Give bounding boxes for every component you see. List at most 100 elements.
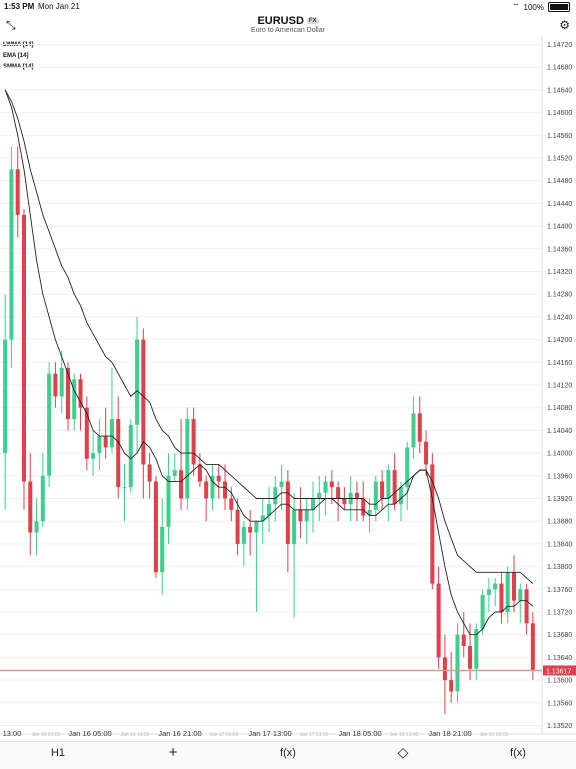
candle-body (248, 526, 253, 533)
candle-body (235, 509, 240, 544)
y-tick-label: 1.14520 (547, 156, 572, 163)
candle-body (468, 646, 473, 669)
y-tick-label: 1.14480 (547, 178, 572, 185)
candle-body (128, 424, 133, 488)
y-tick-label: 1.13880 (547, 519, 572, 526)
battery-percent: 100% (523, 2, 544, 12)
y-tick-label: 1.14280 (547, 292, 572, 299)
candle-body (116, 419, 121, 488)
y-tick-label: 1.14560 (547, 133, 572, 140)
candle-body (323, 481, 328, 493)
status-bar: 1:53 PM Mon Jan 21 ⌔ 100% (0, 0, 576, 14)
y-tick-label: 1.14120 (547, 383, 572, 390)
y-tick-label: 1.14680 (547, 65, 572, 72)
x-tick-label: Jan 18 05:00 (338, 729, 381, 738)
candle-body (361, 498, 366, 516)
status-time: 1:53 PM (4, 2, 35, 11)
candle-body (135, 339, 140, 425)
y-tick-label: 1.14160 (547, 360, 572, 367)
indicator-ema[interactable]: EMA [14] (3, 53, 29, 59)
y-tick-label: 1.13640 (547, 655, 572, 662)
gear-icon[interactable]: ⚙ (559, 18, 570, 32)
x-tick-label-faint: Jan 21 05:00 (480, 732, 509, 738)
timeframe-button[interactable]: H1 (50, 747, 66, 759)
candle-body (216, 475, 221, 482)
candle-body (84, 407, 89, 459)
current-price-tag (543, 665, 576, 676)
candle-body (336, 487, 341, 499)
candle-body (21, 214, 26, 482)
y-tick-label: 1.14200 (547, 337, 572, 344)
x-tick-label-faint: Jan 15 21:00 (32, 732, 61, 738)
collapse-arrows-icon[interactable]: ⤡ (6, 18, 16, 32)
candle-body (373, 481, 378, 510)
symbol-name: EURUSD (257, 15, 304, 27)
symbol-title[interactable]: EURUSD FX (0, 15, 576, 27)
candle-body (486, 589, 491, 595)
x-tick-label-faint: Jan 17 21:00 (300, 732, 329, 738)
candle-body (122, 487, 127, 489)
candle-body (329, 481, 334, 488)
candle-body (405, 447, 410, 488)
candle-body (3, 339, 8, 454)
functions-button[interactable]: f(x) (280, 747, 296, 759)
candle-body (442, 657, 447, 681)
x-tick-label-faint: Jan 16 13:00 (121, 732, 150, 738)
candle-body (505, 572, 510, 612)
candle-body (480, 594, 485, 630)
candle-body (223, 481, 228, 499)
candle-body (179, 470, 184, 499)
candle-body (9, 169, 14, 340)
chart-header: ⤡ EURUSD FX Euro to American Dollar ⚙ (0, 14, 576, 36)
candle-body (185, 419, 190, 499)
candle-body (455, 634, 460, 692)
candle-body (166, 475, 171, 527)
x-tick-label: Jan 16 05:00 (68, 729, 111, 738)
y-tick-label: 1.13840 (547, 541, 572, 548)
candle-body (279, 481, 284, 488)
candle-body (304, 509, 309, 522)
y-tick-label: 1.13560 (547, 700, 572, 707)
candle-body (417, 413, 422, 442)
candle-body (398, 487, 403, 505)
candle-body (204, 481, 209, 499)
y-tick-label: 1.14440 (547, 201, 572, 208)
functions-settings-button[interactable]: f(x) (510, 747, 526, 759)
candle-body (59, 367, 64, 397)
diamond-icon[interactable]: ◇ (397, 744, 409, 760)
y-tick-label: 1.14600 (547, 110, 572, 117)
candle-body (386, 470, 391, 499)
candle-body (518, 589, 523, 601)
y-tick-label: 1.13800 (547, 564, 572, 571)
y-tick-label: 1.14000 (547, 451, 572, 458)
y-tick-label: 1.14640 (547, 87, 572, 94)
candle-body (493, 583, 498, 590)
status-date: Mon Jan 21 (38, 2, 80, 11)
candle-body (430, 464, 435, 584)
candle-body (260, 515, 265, 522)
ema-line (4, 89, 534, 584)
candle-body (254, 521, 259, 533)
candle-body (354, 492, 359, 499)
candle-body (65, 367, 70, 420)
candle-body (342, 498, 347, 505)
current-price-label: 1.13617 (546, 668, 571, 675)
y-tick-label: 1.14360 (547, 246, 572, 253)
candle-body (317, 492, 322, 499)
candle-body (512, 572, 517, 601)
price-chart[interactable]: 1.14720 1.14680 1.14640 1.14600 1.14560 1.145… (0, 36, 576, 741)
candle-body (436, 583, 441, 658)
candle-body (15, 169, 20, 215)
candle-body (210, 475, 215, 499)
add-button[interactable]: + (168, 744, 178, 761)
candle-body (474, 629, 479, 669)
candle-body (141, 339, 146, 465)
candle-body (380, 481, 385, 499)
candle-body (461, 634, 466, 647)
battery-icon (548, 2, 570, 12)
candle-body (191, 419, 196, 465)
bottom-toolbar: H1 + f(x) ◇ f(x) (0, 741, 576, 769)
candle-body (72, 379, 77, 420)
status-right: ⌔ 100% (512, 2, 570, 12)
candle-body (172, 470, 177, 476)
